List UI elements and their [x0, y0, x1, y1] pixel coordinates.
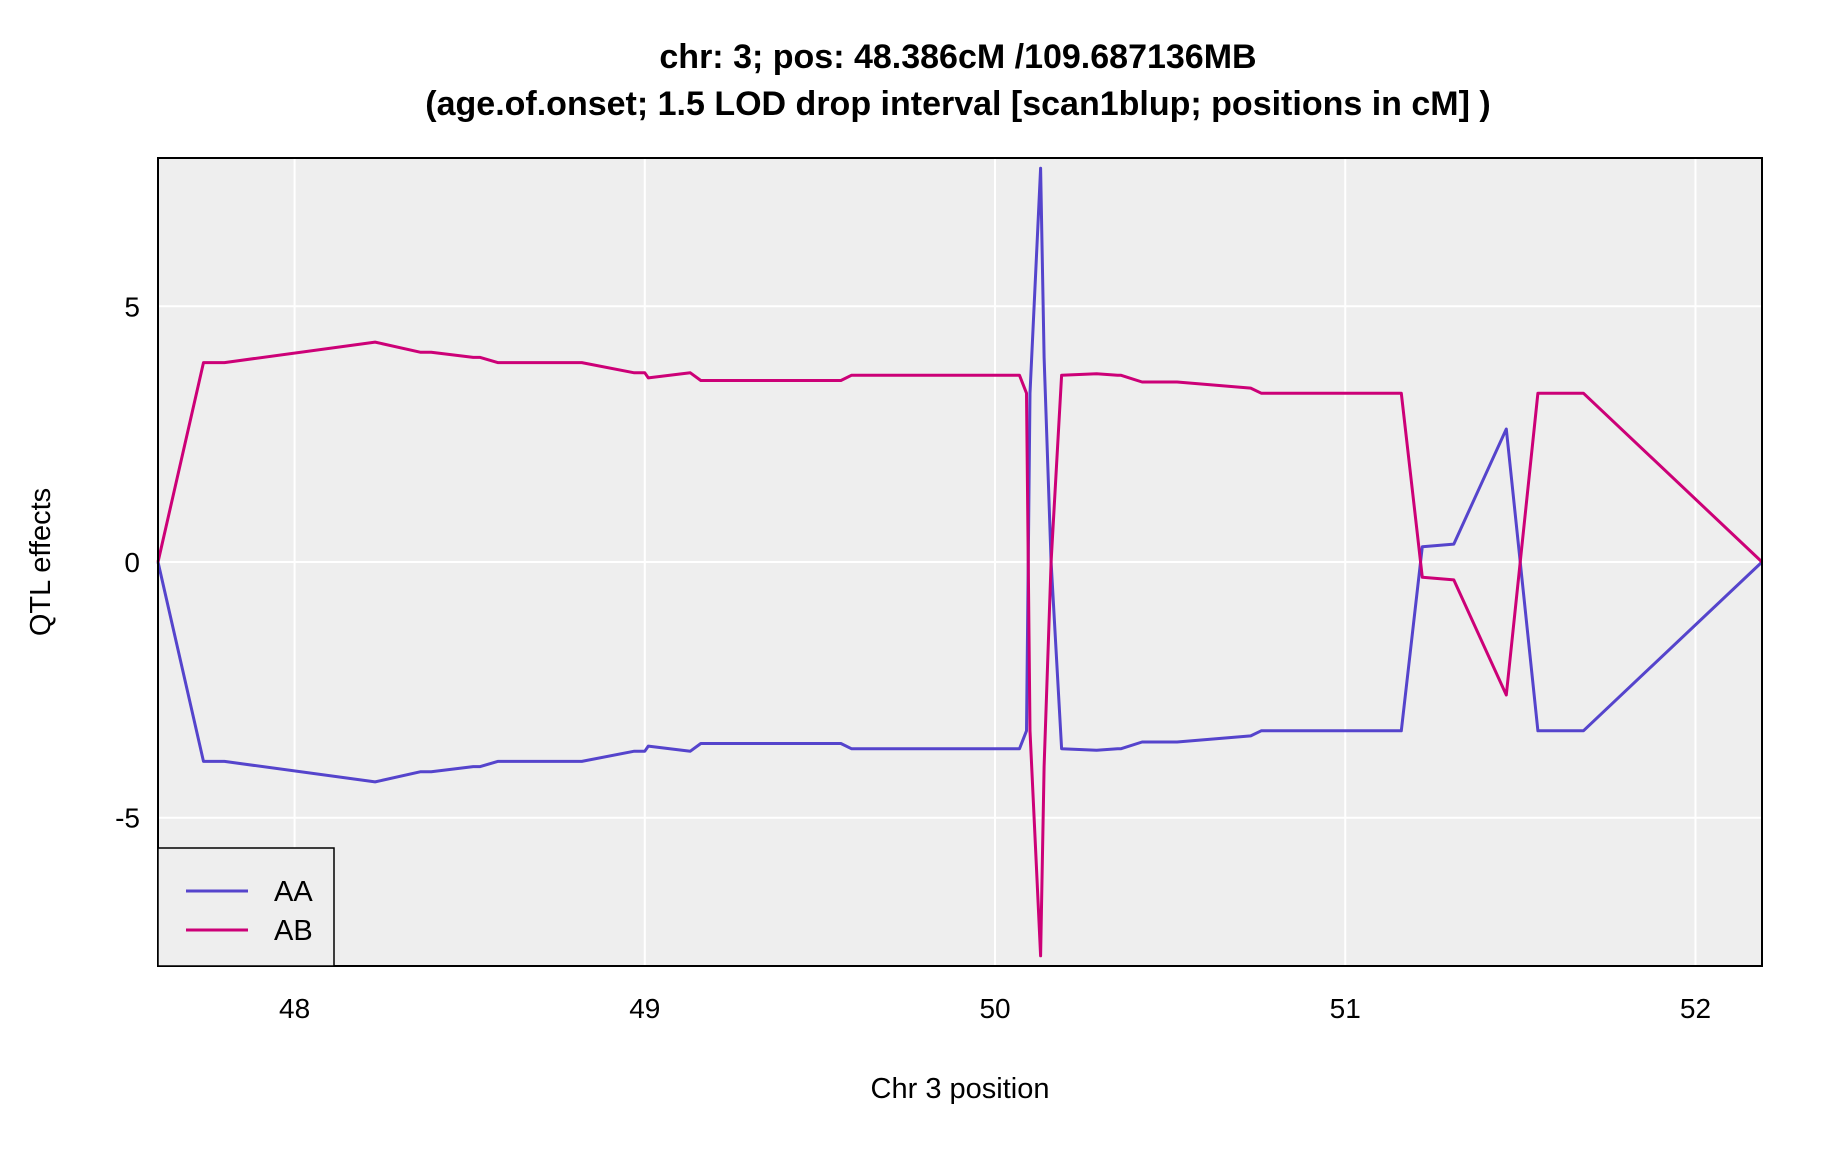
y-tick-label: 0 [124, 547, 140, 578]
grid-lines [158, 158, 1762, 966]
legend-label-aa: AA [274, 876, 313, 908]
y-tick-label: -5 [115, 803, 140, 834]
x-tick-label: 51 [1330, 993, 1361, 1024]
series-line-aa [156, 166, 1764, 784]
y-tick-label: 5 [124, 291, 140, 322]
y-axis-label: QTL effects [25, 488, 57, 636]
x-axis: 48 49 50 51 52 [279, 993, 1711, 1024]
legend-label-ab: AB [274, 915, 313, 947]
plot-frame [157, 157, 1763, 967]
x-tick-label: 48 [279, 993, 310, 1024]
x-axis-label: Chr 3 position [871, 1073, 1050, 1105]
x-tick-label: 50 [979, 993, 1010, 1024]
legend: AA AB [157, 847, 335, 967]
x-tick-label: 52 [1680, 993, 1711, 1024]
x-tick-label: 49 [629, 993, 660, 1024]
chart-subtitle: (age.of.onset; 1.5 LOD drop interval [sc… [425, 85, 1490, 123]
series-lines [156, 166, 1764, 958]
series-line-ab [156, 340, 1764, 958]
y-axis: -5 0 5 [115, 291, 140, 833]
legend-box [157, 847, 335, 967]
chart-title: chr: 3; pos: 48.386cM /109.687136MB [659, 38, 1256, 76]
